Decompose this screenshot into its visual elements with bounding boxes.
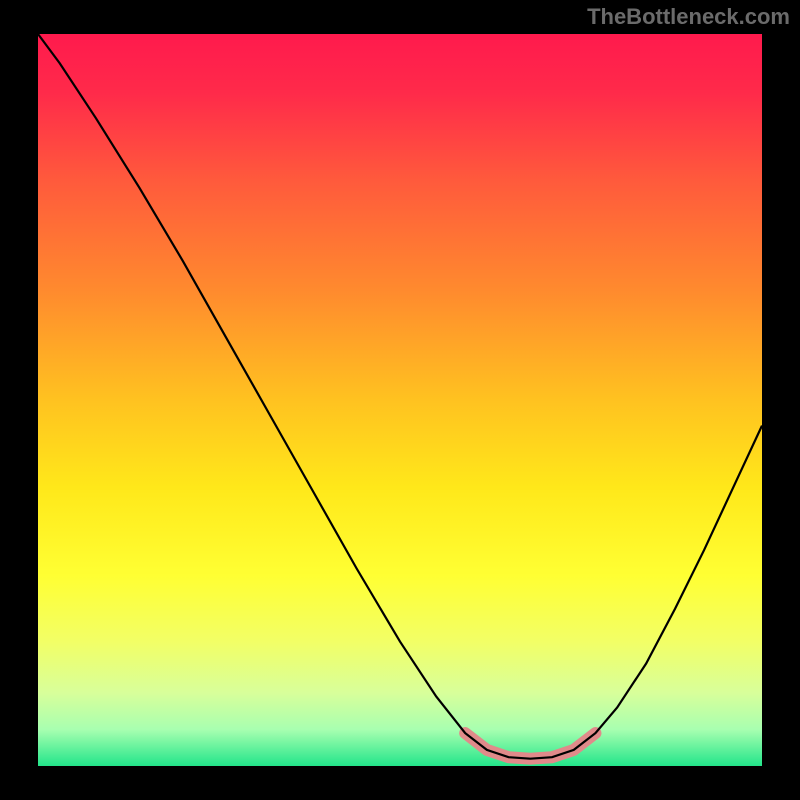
chart-container: TheBottleneck.com: [0, 0, 800, 800]
plot-background: [38, 34, 762, 766]
bottleneck-chart: [0, 0, 800, 800]
watermark-text: TheBottleneck.com: [587, 4, 790, 30]
